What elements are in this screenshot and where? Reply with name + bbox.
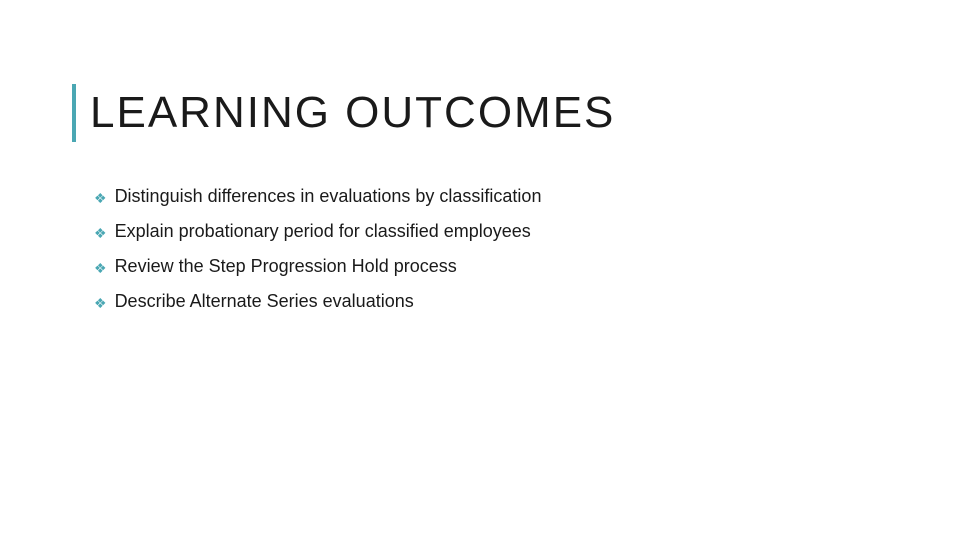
bullet-text: Distinguish differences in evaluations b… xyxy=(115,186,542,207)
bullet-list: ❖ Distinguish differences in evaluations… xyxy=(94,186,541,326)
diamond-bullet-icon: ❖ xyxy=(94,225,107,242)
list-item: ❖ Describe Alternate Series evaluations xyxy=(94,291,541,312)
bullet-text: Explain probationary period for classifi… xyxy=(115,221,531,242)
list-item: ❖ Review the Step Progression Hold proce… xyxy=(94,256,541,277)
list-item: ❖ Explain probationary period for classi… xyxy=(94,221,541,242)
title-block: LEARNING OUTCOMES xyxy=(72,84,615,142)
diamond-bullet-icon: ❖ xyxy=(94,190,107,207)
diamond-bullet-icon: ❖ xyxy=(94,295,107,312)
list-item: ❖ Distinguish differences in evaluations… xyxy=(94,186,541,207)
bullet-text: Review the Step Progression Hold process xyxy=(115,256,457,277)
bullet-text: Describe Alternate Series evaluations xyxy=(115,291,414,312)
slide-title: LEARNING OUTCOMES xyxy=(76,84,615,142)
diamond-bullet-icon: ❖ xyxy=(94,260,107,277)
slide: LEARNING OUTCOMES ❖ Distinguish differen… xyxy=(0,0,960,540)
